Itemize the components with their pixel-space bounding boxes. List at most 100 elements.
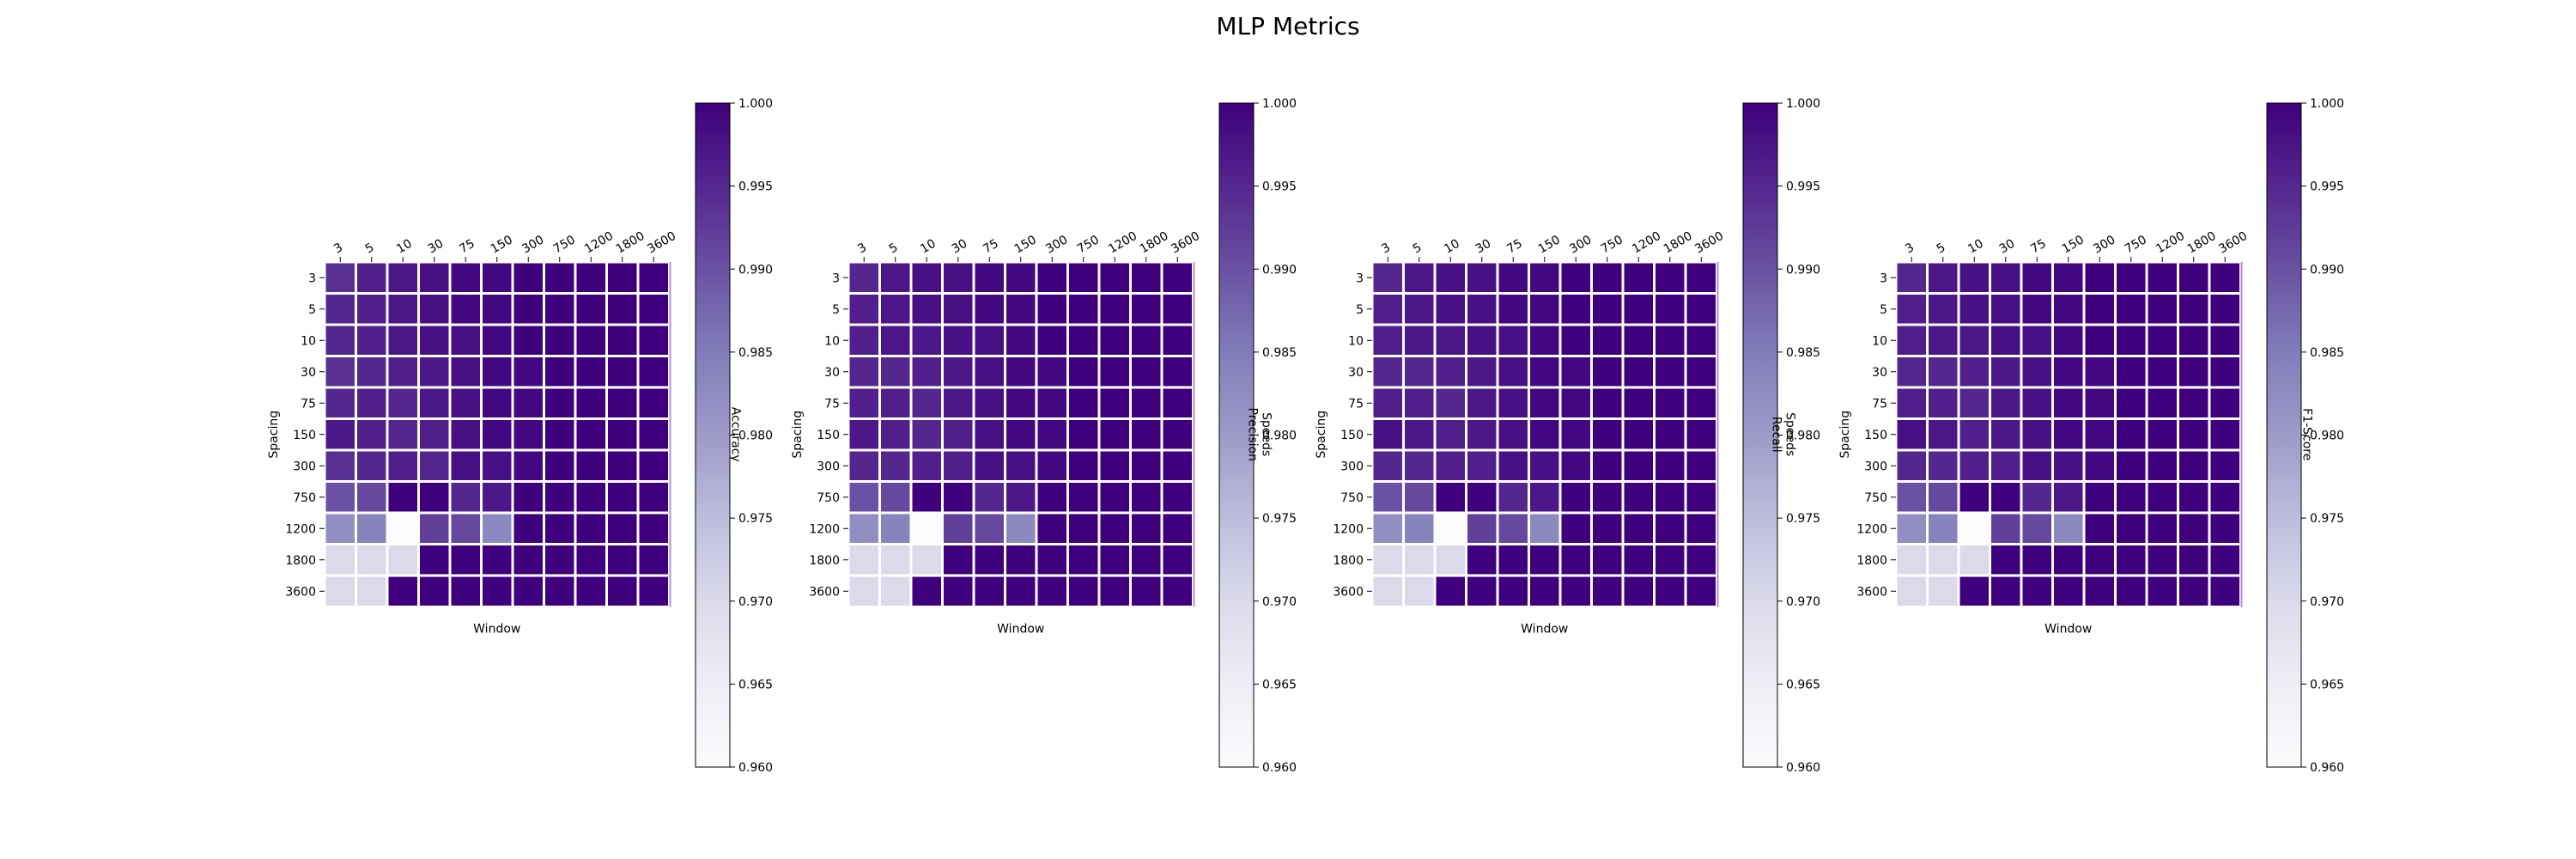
y-tick-label: 3 <box>1356 271 1364 285</box>
heatmap-cell <box>1370 543 1405 577</box>
heatmap-cell <box>323 480 357 515</box>
heatmap-cell <box>1528 386 1562 420</box>
heatmap-cell <box>1684 448 1718 483</box>
heatmap-cell <box>1465 386 1499 420</box>
y-tick-label: 750 <box>293 491 316 505</box>
heatmap-cell <box>636 574 671 608</box>
heatmap-cell <box>2114 323 2148 357</box>
y-tick-label: 5 <box>832 303 840 317</box>
y-tick-label: 30 <box>301 366 316 380</box>
heatmap-cell <box>1558 323 1593 357</box>
heatmap-cell <box>355 574 389 608</box>
colorbar-label: SpeedsPrecision <box>1246 408 1273 461</box>
heatmap-cell <box>1989 355 2023 389</box>
heatmap-cell <box>543 355 577 389</box>
x-axis-label: Window <box>473 623 520 637</box>
heatmap-cell <box>386 260 420 295</box>
heatmap-cell <box>636 448 671 483</box>
heatmap-cell <box>323 574 357 608</box>
x-tick-label: 75 <box>1504 237 1524 257</box>
heatmap-cell <box>1894 448 1929 483</box>
heatmap-cell <box>574 260 608 295</box>
heatmap-cell <box>480 543 514 577</box>
heatmap-cell <box>1066 355 1101 389</box>
heatmap-cell <box>636 480 671 515</box>
heatmap-cell <box>1528 355 1562 389</box>
heatmap-cell <box>605 480 640 515</box>
x-tick-label: 150 <box>2060 233 2087 256</box>
heatmap-cell <box>941 511 975 545</box>
x-tick-label: 75 <box>981 237 1000 257</box>
y-tick-label: 1200 <box>809 522 840 536</box>
heatmap-cell <box>847 292 881 326</box>
heatmap-cell <box>878 480 913 515</box>
heatmap-cell <box>417 511 452 545</box>
heatmap-cell <box>2051 292 2086 326</box>
heatmap-cell <box>323 260 357 295</box>
heatmap-cell <box>1066 292 1101 326</box>
heatmap-cell <box>2145 355 2179 389</box>
heatmap-cell <box>1035 448 1069 483</box>
heatmap-cell <box>605 448 640 483</box>
heatmap-cell <box>1370 386 1405 420</box>
heatmap-cell <box>1926 574 1960 608</box>
heatmap-cell <box>1465 323 1499 357</box>
heatmap-cell <box>1097 386 1132 420</box>
y-tick-label: 3600 <box>809 585 840 599</box>
heatmap-cell <box>1558 543 1593 577</box>
heatmap-cell <box>1989 323 2023 357</box>
heatmap-cell <box>511 260 545 295</box>
heatmap-cell <box>417 417 452 452</box>
heatmap-cell <box>1496 543 1530 577</box>
x-tick-label: 1800 <box>614 229 647 257</box>
heatmap-cell <box>1496 511 1530 545</box>
y-tick-label: 750 <box>1864 491 1887 505</box>
figure-title: MLP Metrics <box>1216 12 1360 40</box>
heatmap-cell <box>2114 260 2148 295</box>
colorbar-tick-label: 0.965 <box>1262 678 1297 691</box>
heatmap-cell <box>2051 543 2086 577</box>
heatmap-cell <box>1989 417 2023 452</box>
heatmap-cell <box>2208 355 2242 389</box>
heatmap-cell <box>878 448 913 483</box>
heatmap-cell <box>1402 292 1437 326</box>
heatmap-cell <box>1129 292 1163 326</box>
heatmap-cell <box>448 355 483 389</box>
colorbar-tick-label: 0.985 <box>738 346 773 360</box>
x-tick-label: 30 <box>1473 237 1493 257</box>
heatmap-cell <box>605 292 640 326</box>
heatmap-cell <box>1558 448 1593 483</box>
heatmap-cell <box>909 417 944 452</box>
heatmap-cell <box>386 480 420 515</box>
heatmap-cell <box>1894 355 1929 389</box>
heatmap-cell <box>1590 355 1625 389</box>
heatmap-cell <box>1590 260 1625 295</box>
heatmap-cell <box>1957 511 1991 545</box>
heatmap-cell <box>1129 323 1163 357</box>
heatmap-cell <box>1465 480 1499 515</box>
heatmap-cell <box>1160 480 1194 515</box>
x-tick-label: 3 <box>855 241 869 256</box>
heatmap-cell <box>543 448 577 483</box>
heatmap-cell <box>2114 574 2148 608</box>
heatmap-cell <box>2145 511 2179 545</box>
colorbar-tick-label: 1.000 <box>1786 97 1820 111</box>
heatmap-cell <box>1402 417 1437 452</box>
heatmap-cell <box>847 355 881 389</box>
heatmap-cell <box>386 448 420 483</box>
heatmap-cell <box>1402 260 1437 295</box>
x-tick-label: 300 <box>1567 233 1594 256</box>
heatmap-cell <box>941 448 975 483</box>
heatmap-cell <box>1621 292 1656 326</box>
heatmap-cell <box>941 386 975 420</box>
heatmap-cell <box>2020 292 2054 326</box>
y-tick-label: 1800 <box>1333 554 1364 568</box>
heatmap-cell <box>878 543 913 577</box>
heatmap-cell <box>2051 574 2086 608</box>
heatmap-cell <box>1653 480 1687 515</box>
heatmap-cell <box>1558 355 1593 389</box>
heatmap-cell <box>1370 292 1405 326</box>
heatmap-cell <box>878 260 913 295</box>
heatmap-cell <box>448 417 483 452</box>
